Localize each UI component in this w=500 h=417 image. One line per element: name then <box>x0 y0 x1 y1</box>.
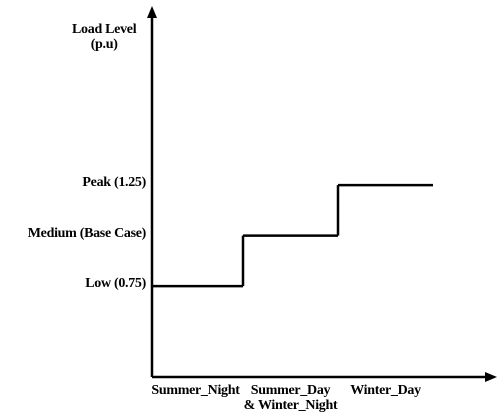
x-tick-label: Summer_Day & Winter_Night <box>243 383 338 413</box>
y-axis-arrow <box>147 6 157 18</box>
y-axis-label: Load Level (p.u) <box>72 22 137 52</box>
y-tick-label: Medium (Base Case) <box>27 225 147 241</box>
x-axis-arrow <box>485 372 497 382</box>
y-tick-label: Peak (1.25) <box>82 175 146 191</box>
x-tick-label: Summer_Night <box>151 383 240 398</box>
y-tick-label: Low (0.75) <box>85 276 146 292</box>
x-tick-label: Winter_Day <box>350 383 421 398</box>
